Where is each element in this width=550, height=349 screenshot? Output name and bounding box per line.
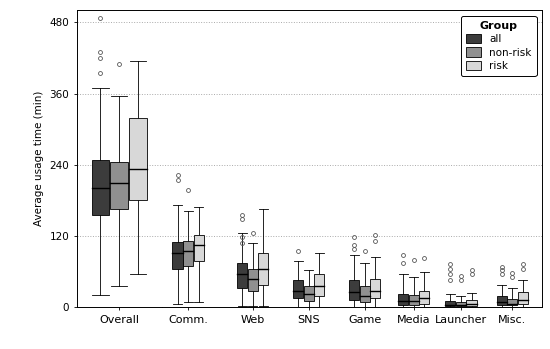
Y-axis label: Average usage time (min): Average usage time (min) [34, 91, 44, 227]
Bar [248, 269, 258, 290]
Bar [466, 300, 476, 306]
Bar [446, 301, 455, 306]
Bar [497, 296, 507, 305]
Bar [173, 242, 183, 269]
Bar [304, 286, 314, 301]
Bar [315, 274, 324, 296]
Bar [111, 162, 128, 209]
Bar [238, 262, 248, 288]
Bar [129, 118, 147, 200]
Bar [258, 253, 268, 284]
Bar [518, 292, 528, 304]
Bar [409, 295, 419, 305]
Bar [456, 302, 466, 306]
Bar [360, 286, 370, 302]
Bar [419, 290, 430, 304]
Legend: all, non-risk, risk: all, non-risk, risk [461, 16, 537, 76]
Bar [293, 281, 304, 298]
Bar [183, 241, 193, 266]
Bar [398, 294, 408, 305]
Bar [194, 235, 204, 261]
Bar [91, 160, 109, 215]
Bar [507, 299, 518, 305]
Bar [370, 279, 381, 298]
Bar [349, 281, 359, 300]
